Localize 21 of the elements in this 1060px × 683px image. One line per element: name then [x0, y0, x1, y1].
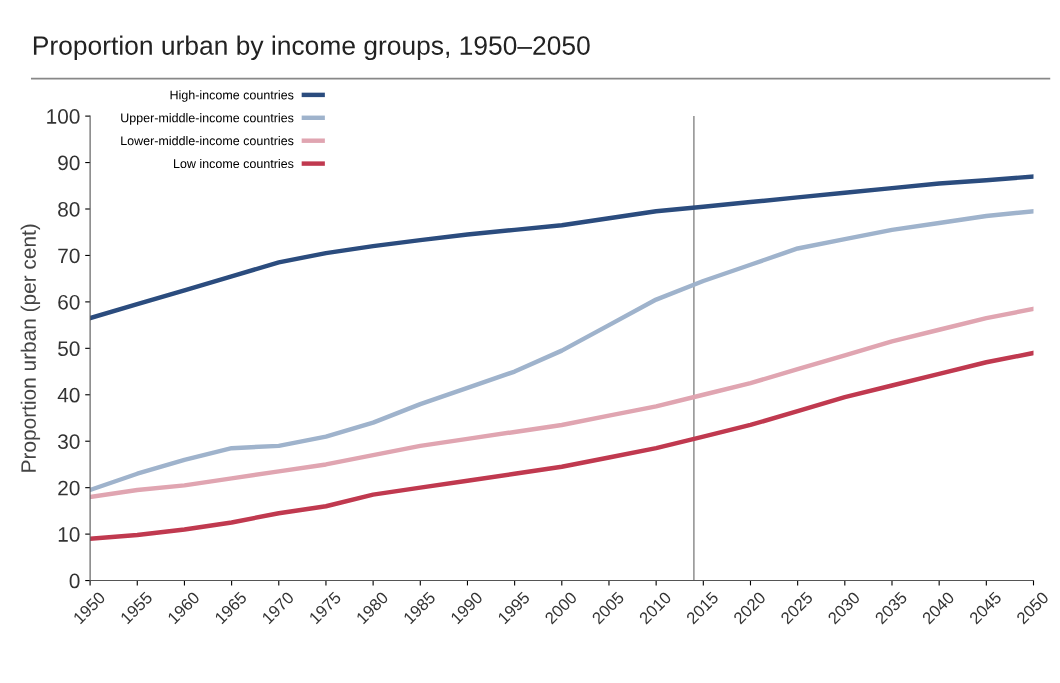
legend-label: Lower-middle-income countries — [121, 136, 294, 146]
y-tick-label: 90 — [58, 155, 80, 171]
y-tick-label: 10 — [58, 527, 80, 542]
y-tick-label: 70 — [58, 248, 80, 264]
y-tick-label: 20 — [58, 480, 80, 496]
y-axis-title: Proportion urban (per cent) — [20, 224, 41, 472]
legend-label: Low income countries — [174, 158, 294, 169]
y-tick-label: 50 — [58, 341, 80, 357]
y-tick-label: 80 — [58, 202, 80, 217]
line-series — [90, 350, 1034, 541]
line-series — [90, 306, 1034, 500]
legend-label: High-income countries — [170, 90, 294, 102]
legend-label: Upper-middle-income countries — [121, 113, 294, 125]
y-tick-label: 30 — [58, 434, 80, 449]
y-tick-label: 100 — [47, 109, 80, 124]
y-tick-label: 60 — [58, 294, 80, 310]
chart-title: Proportion urban by income groups, 1950–2050 — [33, 35, 590, 61]
line-series — [90, 209, 1034, 493]
line-series — [90, 174, 1034, 321]
y-tick-label: 0 — [69, 573, 80, 589]
y-tick-label: 40 — [57, 387, 80, 403]
